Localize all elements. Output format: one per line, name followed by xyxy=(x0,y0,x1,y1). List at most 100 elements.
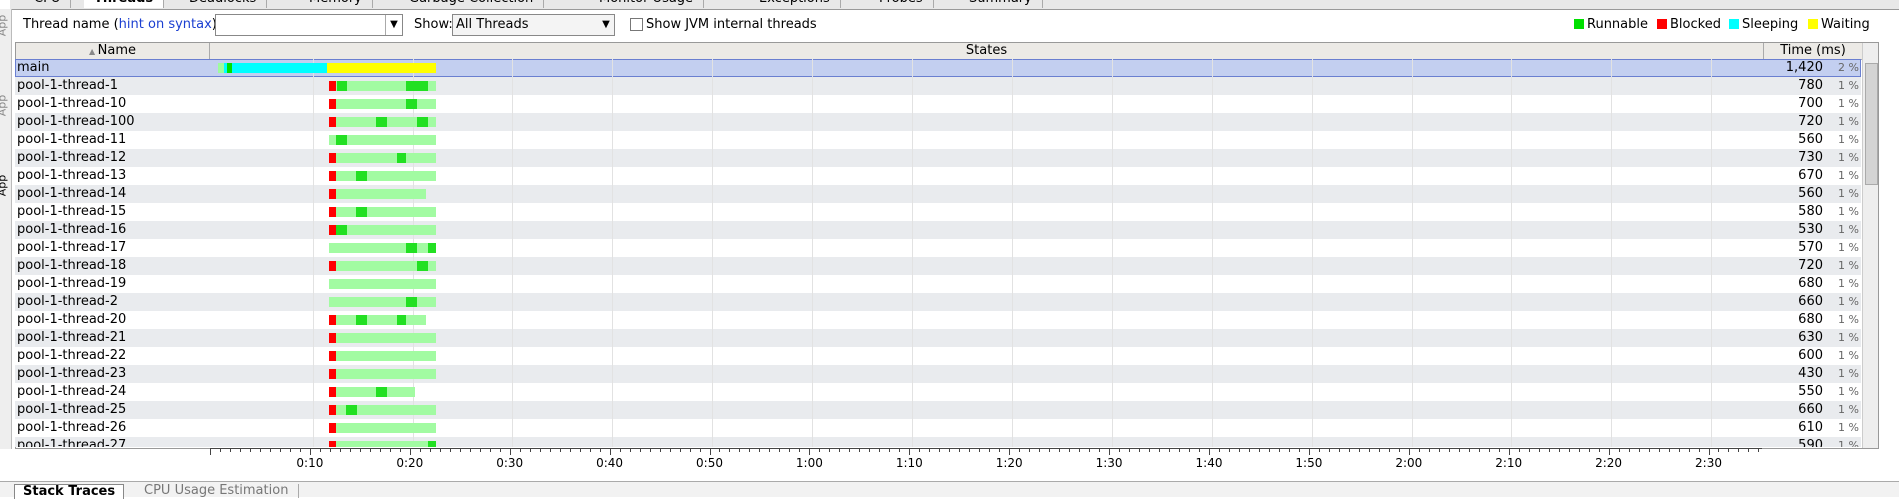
grid-line xyxy=(312,401,314,419)
thread-row[interactable]: pool-1-thread-12 730 1 % xyxy=(15,149,1861,167)
grid-line xyxy=(712,185,714,203)
thread-row[interactable]: pool-1-thread-13 670 1 % xyxy=(15,167,1861,185)
tab[interactable]: Summary xyxy=(959,0,1043,8)
grid-line xyxy=(1011,329,1013,347)
axis-tick xyxy=(1608,449,1610,455)
state-runnable xyxy=(337,81,348,91)
axis-tick xyxy=(979,449,981,452)
tab[interactable]: Monitor Usage xyxy=(589,0,705,8)
thread-row[interactable]: pool-1-thread-27 590 1 % xyxy=(15,437,1861,447)
axis-tick xyxy=(419,449,421,452)
tab[interactable]: Threads xyxy=(84,0,165,8)
grid-line xyxy=(512,203,514,221)
thread-name-field[interactable]: ▼ xyxy=(215,14,403,36)
tab[interactable]: Exceptions xyxy=(749,0,841,8)
thread-row[interactable]: pool-1-thread-100 720 1 % xyxy=(15,113,1861,131)
side-tab[interactable]: App xyxy=(0,14,9,37)
grid-line xyxy=(1311,59,1313,77)
thread-name: pool-1-thread-100 xyxy=(17,114,135,129)
tab[interactable]: Deadlocks xyxy=(179,0,268,8)
grid-line xyxy=(512,239,514,257)
grid-line xyxy=(1111,167,1113,185)
grid-line xyxy=(1111,329,1113,347)
thread-row[interactable]: pool-1-thread-23 430 1 % xyxy=(15,365,1861,383)
thread-row[interactable]: pool-1-thread-26 610 1 % xyxy=(15,419,1861,437)
grid-line xyxy=(1211,365,1213,383)
grid-line xyxy=(1511,77,1513,95)
grid-line xyxy=(1211,419,1213,437)
legend-swatch xyxy=(1808,19,1818,29)
thread-row[interactable]: pool-1-thread-15 580 1 % xyxy=(15,203,1861,221)
thread-percent: 1 % xyxy=(1838,133,1859,146)
grid-line xyxy=(1311,437,1313,447)
thread-row[interactable]: pool-1-thread-1 780 1 % xyxy=(15,77,1861,95)
grid-line xyxy=(1511,95,1513,113)
side-tab[interactable]: App xyxy=(0,94,9,117)
table: ▲ Name States Time (ms) xyxy=(15,42,1879,449)
state-runnable xyxy=(428,441,436,447)
axis-tick xyxy=(379,449,381,452)
thread-time: 700 xyxy=(1798,96,1823,111)
grid-line xyxy=(712,419,714,437)
grid-line xyxy=(1711,149,1713,167)
thread-percent: 1 % xyxy=(1838,331,1859,344)
state-blocked xyxy=(328,189,337,199)
thread-row[interactable]: pool-1-thread-2 660 1 % xyxy=(15,293,1861,311)
tab[interactable]: Memory xyxy=(299,0,373,8)
hint-link[interactable]: hint on syntax xyxy=(118,17,212,32)
thread-row[interactable]: pool-1-thread-22 600 1 % xyxy=(15,347,1861,365)
header-states[interactable]: States xyxy=(210,43,1764,59)
axis-tick xyxy=(799,449,801,452)
grid-line xyxy=(1011,311,1013,329)
grid-line xyxy=(812,221,814,239)
state-runnable xyxy=(428,243,436,253)
axis-tick xyxy=(519,449,521,452)
bottom-tab[interactable]: Stack Traces xyxy=(14,484,125,499)
header-time[interactable]: Time (ms) xyxy=(1780,43,1846,58)
combo-value: All Threads xyxy=(456,17,529,32)
thread-row[interactable]: pool-1-thread-11 560 1 % xyxy=(15,131,1861,149)
jvm-checkbox[interactable] xyxy=(630,18,643,31)
thread-row[interactable]: pool-1-thread-16 530 1 % xyxy=(15,221,1861,239)
header-name[interactable]: ▲ Name xyxy=(16,43,210,59)
thread-row[interactable]: pool-1-thread-24 550 1 % xyxy=(15,383,1861,401)
thread-row[interactable]: pool-1-thread-10 700 1 % xyxy=(15,95,1861,113)
thread-row[interactable]: main 1,420 2 % xyxy=(15,59,1861,77)
grid-line xyxy=(912,239,913,257)
grid-line xyxy=(1711,59,1713,77)
grid-line xyxy=(912,419,913,437)
tab[interactable]: Probes xyxy=(869,0,934,8)
grid-line xyxy=(1211,131,1213,149)
state-blocked xyxy=(328,171,337,181)
thread-row[interactable]: pool-1-thread-20 680 1 % xyxy=(15,311,1861,329)
state-blocked xyxy=(328,81,337,91)
tab[interactable]: Garbage Collection xyxy=(399,0,545,8)
tab[interactable]: CPU xyxy=(24,0,72,8)
axis-tick xyxy=(239,449,241,452)
grid-line xyxy=(1311,95,1313,113)
axis-tick xyxy=(369,449,371,452)
grid-line xyxy=(512,275,514,293)
thread-percent: 1 % xyxy=(1838,439,1859,447)
grid-line xyxy=(1311,131,1313,149)
thread-row[interactable]: pool-1-thread-19 680 1 % xyxy=(15,275,1861,293)
axis-tick xyxy=(819,449,821,452)
thread-row[interactable]: pool-1-thread-21 630 1 % xyxy=(15,329,1861,347)
thread-row[interactable]: pool-1-thread-18 720 1 % xyxy=(15,257,1861,275)
bottom-tab[interactable]: CPU Usage Estimation xyxy=(144,484,300,498)
thread-row[interactable]: pool-1-thread-25 660 1 % xyxy=(15,401,1861,419)
scrollbar[interactable] xyxy=(1862,43,1878,448)
grid-line xyxy=(512,113,514,131)
axis-tick xyxy=(1708,449,1710,455)
thread-percent: 1 % xyxy=(1838,223,1859,236)
show-combo[interactable]: All Threads ▼ xyxy=(452,14,615,36)
axis-label: 2:10 xyxy=(1495,456,1523,470)
thread-row[interactable]: pool-1-thread-17 570 1 % xyxy=(15,239,1861,257)
grid-line xyxy=(1411,383,1413,401)
side-tab[interactable]: App xyxy=(0,174,9,197)
thread-percent: 2 % xyxy=(1838,61,1859,74)
grid-line xyxy=(812,437,814,447)
thread-row[interactable]: pool-1-thread-14 560 1 % xyxy=(15,185,1861,203)
grid-line xyxy=(1011,113,1013,131)
axis-tick xyxy=(849,449,851,452)
